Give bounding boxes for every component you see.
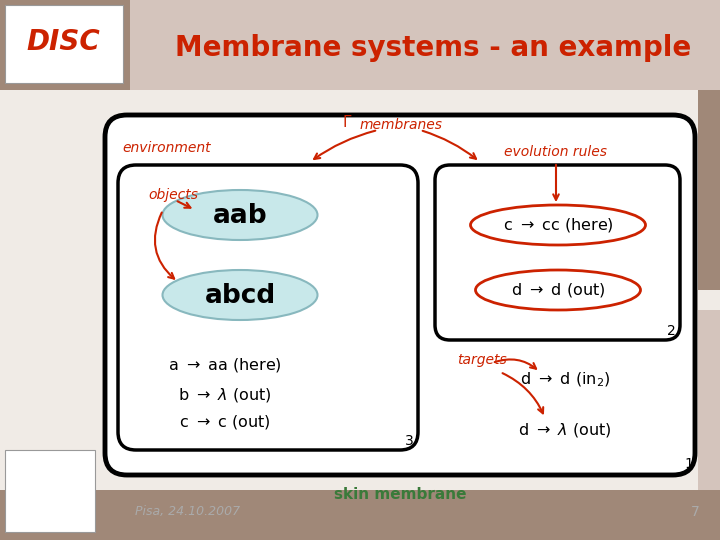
Ellipse shape: [163, 190, 318, 240]
Text: objects: objects: [148, 188, 198, 202]
Bar: [0, 90, 720, 490]
Bar: [698, 310, 720, 490]
Text: c $\rightarrow$ c (out): c $\rightarrow$ c (out): [179, 413, 271, 431]
Text: DISC: DISC: [26, 28, 100, 56]
Bar: [0, 0, 720, 90]
FancyBboxPatch shape: [435, 165, 680, 340]
Ellipse shape: [470, 205, 646, 245]
Text: 7: 7: [691, 505, 700, 519]
Text: c $\rightarrow$ cc (here): c $\rightarrow$ cc (here): [503, 216, 613, 234]
Text: b $\rightarrow$ $\lambda$ (out): b $\rightarrow$ $\lambda$ (out): [178, 386, 272, 404]
Text: evolution rules: evolution rules: [505, 145, 608, 159]
Text: $\Gamma$: $\Gamma$: [342, 114, 352, 130]
Bar: [0, 490, 720, 540]
Text: 2: 2: [667, 324, 676, 338]
Text: a $\rightarrow$ aa (here): a $\rightarrow$ aa (here): [168, 356, 282, 374]
FancyBboxPatch shape: [5, 5, 123, 83]
Text: 3: 3: [405, 434, 414, 448]
Text: 1: 1: [684, 457, 693, 471]
Text: Pisa, 24.10.2007: Pisa, 24.10.2007: [135, 505, 240, 518]
Text: d $\rightarrow$ d (in$_2$): d $\rightarrow$ d (in$_2$): [520, 371, 611, 389]
FancyBboxPatch shape: [5, 450, 95, 532]
Text: d $\rightarrow$ $\lambda$ (out): d $\rightarrow$ $\lambda$ (out): [518, 421, 612, 439]
Ellipse shape: [475, 270, 641, 310]
Ellipse shape: [163, 270, 318, 320]
Bar: [698, 90, 720, 290]
Text: targets: targets: [457, 353, 507, 367]
Text: environment: environment: [122, 141, 211, 155]
FancyBboxPatch shape: [118, 165, 418, 450]
Text: membranes: membranes: [360, 118, 443, 132]
FancyBboxPatch shape: [105, 115, 695, 475]
Text: abcd: abcd: [204, 283, 276, 309]
Text: aab: aab: [212, 203, 267, 229]
Text: Membrane systems - an example: Membrane systems - an example: [175, 34, 691, 62]
Text: d $\rightarrow$ d (out): d $\rightarrow$ d (out): [510, 281, 606, 299]
Bar: [130, 0, 720, 90]
Text: skin membrane: skin membrane: [334, 487, 467, 502]
